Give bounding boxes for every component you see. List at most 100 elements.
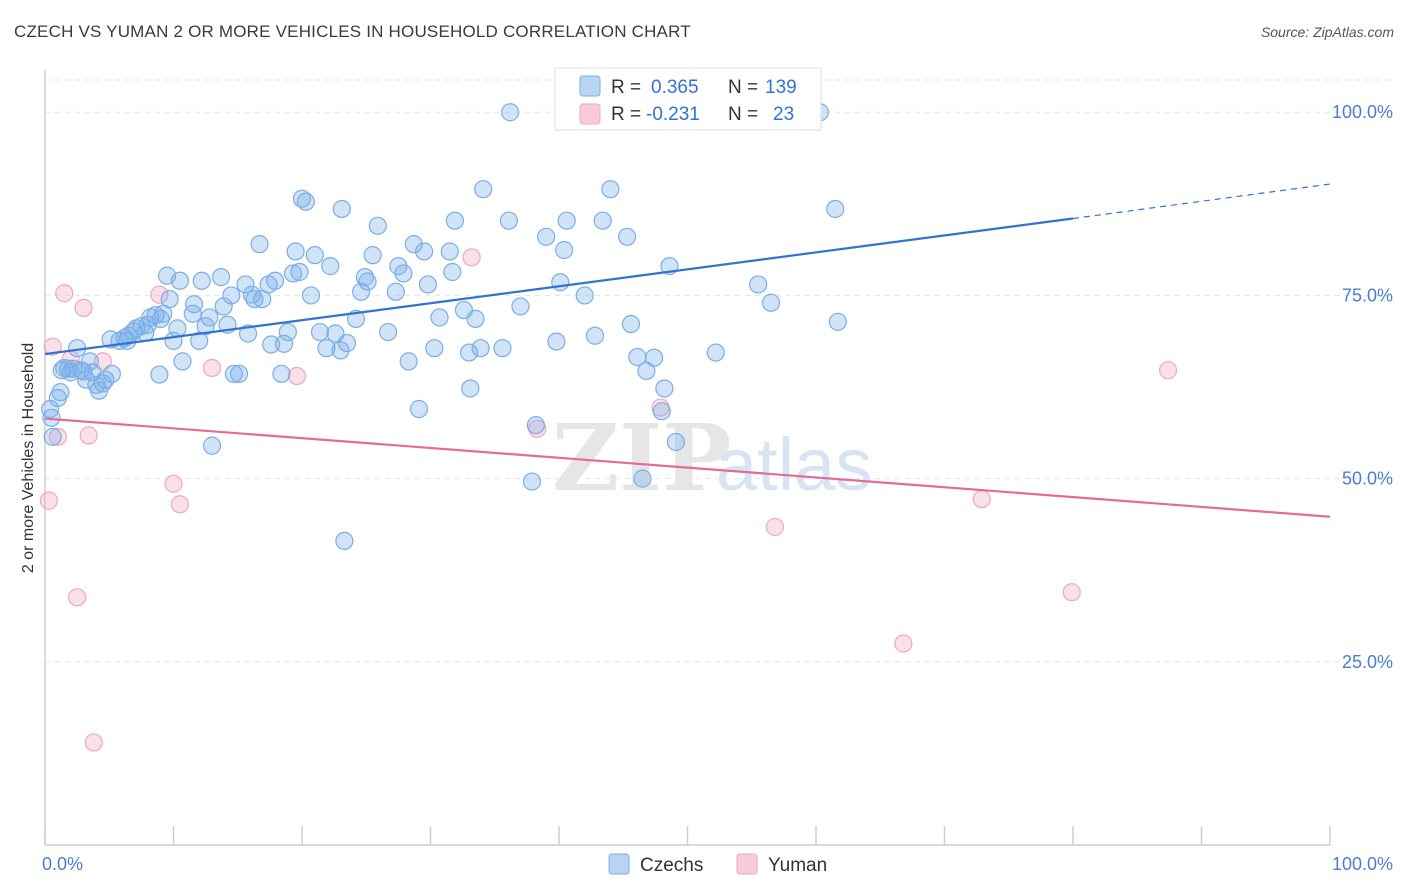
legend-czechs-label: Czechs bbox=[640, 855, 703, 876]
yuman-point-3 bbox=[55, 284, 74, 303]
czechs-point-85 bbox=[394, 264, 413, 283]
czechs-point-136 bbox=[93, 374, 112, 393]
czechs-point-93 bbox=[440, 242, 459, 261]
czechs-point-116 bbox=[601, 180, 620, 199]
czechs-point-122 bbox=[644, 348, 664, 367]
czechs-point-47 bbox=[224, 364, 243, 383]
czechs-point-132 bbox=[828, 312, 847, 331]
stats-box: R = 0.365 N = 139 R = -0.231 N = 23 bbox=[554, 67, 822, 131]
czechs-point-80 bbox=[363, 246, 382, 265]
czechs-point-90 bbox=[418, 275, 438, 294]
y-tick-label-3: 25.0% bbox=[1342, 652, 1393, 672]
czechs-point-34 bbox=[168, 319, 187, 338]
czechs-n-value: 139 bbox=[765, 77, 797, 98]
yuman-point-18 bbox=[765, 517, 784, 537]
x-tick-label-min: 0.0% bbox=[42, 854, 83, 874]
y-tick-label-2: 50.0% bbox=[1342, 469, 1393, 489]
czechs-points bbox=[41, 103, 847, 551]
czechs-point-92 bbox=[430, 308, 449, 327]
czechs-point-61 bbox=[283, 264, 303, 283]
yuman-point-8 bbox=[84, 733, 103, 752]
czechs-point-138 bbox=[170, 271, 190, 290]
czechs-point-87 bbox=[404, 235, 423, 254]
czechs-point-75 bbox=[335, 531, 354, 551]
yuman-point-7 bbox=[79, 426, 98, 445]
yuman-point-19 bbox=[894, 634, 913, 653]
czechs-point-50 bbox=[238, 324, 258, 343]
czechs-point-49 bbox=[236, 275, 255, 294]
czechs-point-72 bbox=[331, 341, 350, 360]
czechs-point-106 bbox=[522, 472, 542, 491]
source-label: Source: ZipAtlas.com bbox=[1260, 24, 1394, 40]
czechs-point-35 bbox=[173, 352, 192, 371]
czechs-point-70 bbox=[321, 257, 340, 276]
czechs-point-137 bbox=[138, 315, 157, 334]
czechs-point-11 bbox=[80, 352, 100, 371]
czechs-trend-extension bbox=[1072, 183, 1331, 220]
czechs-point-115 bbox=[593, 211, 612, 230]
czechs-point-108 bbox=[537, 227, 556, 246]
yuman-point-14 bbox=[287, 366, 306, 386]
czechs-point-123 bbox=[652, 402, 671, 421]
yuman-trend-line bbox=[44, 417, 1331, 518]
yuman-point-13 bbox=[202, 358, 222, 378]
yuman-r-label: R = bbox=[611, 104, 641, 125]
czechs-point-99 bbox=[466, 309, 485, 328]
czechs-point-118 bbox=[621, 314, 641, 334]
czechs-point-79 bbox=[358, 272, 377, 291]
czechs-point-112 bbox=[557, 211, 576, 230]
watermark: ZIP atlas bbox=[552, 404, 872, 512]
czechs-point-59 bbox=[274, 334, 294, 353]
czechs-point-32 bbox=[160, 289, 179, 309]
czechs-point-58 bbox=[272, 364, 291, 383]
czechs-point-57 bbox=[265, 271, 285, 290]
czechs-point-28 bbox=[150, 365, 169, 384]
legend-yuman-label: Yuman bbox=[768, 855, 827, 876]
czechs-point-68 bbox=[310, 322, 330, 342]
legend-yuman-swatch bbox=[736, 853, 758, 875]
legend-czechs-swatch bbox=[608, 853, 630, 875]
x-tick-marks bbox=[44, 826, 1331, 845]
czechs-point-128 bbox=[749, 275, 768, 294]
czechs-point-134 bbox=[59, 359, 78, 378]
czechs-point-63 bbox=[290, 262, 309, 282]
czechs-n-label: N = bbox=[728, 77, 758, 98]
czechs-point-65 bbox=[296, 192, 315, 211]
czechs-point-124 bbox=[655, 379, 674, 398]
czechs-point-120 bbox=[633, 469, 652, 488]
legend: Czechs Yuman bbox=[608, 853, 827, 876]
czechs-point-74 bbox=[337, 333, 357, 353]
czechs-point-43 bbox=[211, 268, 231, 287]
chart-title: CZECH VS YUMAN 2 OR MORE VEHICLES IN HOU… bbox=[14, 22, 691, 41]
czechs-point-111 bbox=[555, 240, 574, 260]
czechs-point-48 bbox=[229, 364, 249, 383]
czechs-point-7 bbox=[64, 359, 83, 378]
czechs-point-66 bbox=[301, 286, 321, 305]
czechs-swatch bbox=[579, 75, 601, 97]
czechs-point-37 bbox=[184, 295, 204, 314]
czechs-point-105 bbox=[511, 297, 530, 316]
y-tick-labels: 100.0% 75.0% 50.0% 25.0% bbox=[1332, 102, 1393, 672]
yuman-point-10 bbox=[150, 285, 169, 304]
czechs-point-101 bbox=[474, 180, 493, 199]
czechs-point-56 bbox=[262, 335, 281, 354]
czechs-point-67 bbox=[305, 246, 324, 265]
czechs-point-86 bbox=[399, 352, 418, 371]
czechs-point-95 bbox=[445, 211, 465, 230]
yuman-point-12 bbox=[170, 495, 190, 514]
czechs-point-127 bbox=[706, 343, 725, 362]
czechs-point-110 bbox=[551, 273, 570, 292]
czechs-trend-line bbox=[44, 217, 1074, 356]
czechs-point-107 bbox=[526, 416, 545, 435]
czechs-point-104 bbox=[501, 103, 520, 122]
czechs-point-89 bbox=[414, 242, 434, 261]
czechs-point-88 bbox=[409, 399, 429, 419]
yuman-point-0 bbox=[39, 491, 58, 510]
czechs-point-81 bbox=[368, 216, 387, 235]
czechs-point-60 bbox=[278, 322, 297, 342]
czechs-point-135 bbox=[74, 362, 93, 381]
czechs-point-102 bbox=[493, 339, 512, 358]
czechs-point-129 bbox=[761, 293, 781, 312]
yuman-point-6 bbox=[74, 298, 93, 317]
